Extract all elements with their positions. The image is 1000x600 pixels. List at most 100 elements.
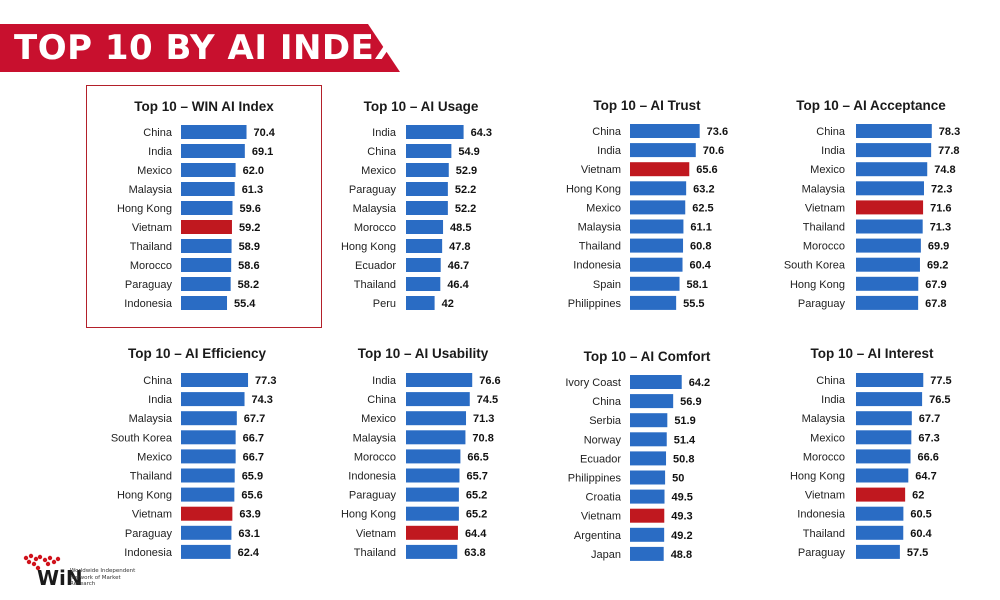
bar	[856, 487, 906, 502]
value-label: 59.2	[239, 222, 260, 234]
value-label: 58.9	[239, 241, 260, 253]
bar	[181, 525, 232, 540]
category-label: Morocco	[354, 451, 396, 463]
value-label: 67.7	[244, 413, 265, 425]
category-label: Indonesia	[124, 547, 173, 559]
value-label: 50	[672, 473, 684, 485]
value-label: 66.7	[243, 432, 264, 444]
bar	[406, 430, 466, 445]
value-label: 46.4	[447, 279, 469, 291]
category-label: Thailand	[354, 547, 396, 559]
bar	[856, 449, 911, 464]
bar	[181, 182, 235, 196]
chart-panel-3: Top 10 – AI Trust China 73.6 India 70.6 Vietn…	[566, 98, 728, 310]
category-label: Morocco	[803, 241, 845, 253]
world-map-icon	[23, 553, 61, 571]
value-label: 49.2	[671, 530, 692, 542]
bar	[406, 239, 443, 253]
category-label: South Korea	[784, 260, 846, 272]
category-label: Malaysia	[802, 183, 846, 195]
bar	[856, 373, 924, 387]
value-label: 64.3	[471, 127, 492, 139]
category-label: Paraguay	[349, 490, 397, 502]
category-label: Serbia	[589, 415, 622, 427]
bar	[406, 411, 467, 426]
value-label: 77.5	[930, 375, 951, 387]
bar	[856, 276, 919, 291]
bar	[630, 181, 687, 196]
value-label: 56.9	[680, 396, 701, 408]
value-label: 52.2	[455, 203, 476, 215]
bar	[630, 470, 666, 485]
category-label: Malaysia	[129, 413, 173, 425]
category-label: Hong Kong	[117, 203, 172, 215]
value-label: 65.6	[241, 490, 262, 502]
bar	[181, 506, 233, 521]
category-label: Mexico	[137, 451, 172, 463]
value-label: 71.3	[473, 413, 494, 425]
category-label: Vietnam	[132, 509, 172, 521]
category-label: Malaysia	[129, 184, 173, 196]
bar	[856, 295, 919, 310]
category-label: Thailand	[354, 279, 396, 291]
value-label: 49.3	[671, 511, 692, 523]
category-label: Vietnam	[581, 164, 621, 176]
value-label: 65.2	[466, 509, 487, 521]
category-label: Indonesia	[124, 298, 173, 310]
category-label: Malaysia	[353, 432, 397, 444]
bar	[406, 125, 464, 139]
value-label: 47.8	[449, 241, 470, 253]
bar	[181, 201, 233, 215]
value-label: 73.6	[707, 126, 728, 138]
bar	[856, 525, 904, 540]
category-label: Mexico	[586, 202, 621, 214]
value-label: 49.5	[672, 492, 693, 504]
value-label: 76.5	[929, 394, 950, 406]
bar	[406, 449, 461, 464]
category-label: Hong Kong	[341, 241, 396, 253]
bar	[406, 220, 444, 234]
value-label: 78.3	[939, 126, 960, 138]
bar	[406, 525, 458, 540]
value-label: 58.1	[687, 279, 708, 291]
bar	[406, 182, 448, 196]
value-label: 65.2	[466, 490, 487, 502]
bar	[856, 219, 923, 234]
bar	[181, 468, 235, 483]
value-label: 65.9	[242, 471, 263, 483]
value-label: 60.5	[910, 509, 931, 521]
value-label: 42	[442, 298, 454, 310]
chart-panel-7: Top 10 – AI Comfort Ivory Coast 64.2 China 5…	[565, 349, 711, 561]
bar	[856, 392, 923, 407]
category-label: Croatia	[586, 492, 622, 504]
category-label: Spain	[593, 279, 621, 291]
value-label: 63.2	[693, 183, 714, 195]
bar	[856, 124, 932, 138]
bar	[856, 143, 932, 158]
value-label: 51.9	[674, 415, 695, 427]
bar	[181, 373, 249, 387]
category-label: China	[816, 375, 846, 387]
value-label: 74.3	[252, 394, 273, 406]
bar	[630, 432, 667, 447]
category-label: South Korea	[111, 432, 173, 444]
bar	[630, 527, 665, 542]
bar	[856, 544, 900, 559]
bar	[181, 487, 235, 502]
category-label: Vietnam	[805, 490, 845, 502]
chart-title: Top 10 – AI Trust	[593, 98, 701, 113]
category-label: Vietnam	[132, 222, 172, 234]
value-label: 70.8	[472, 432, 493, 444]
value-label: 72.3	[931, 183, 952, 195]
category-label: Malaysia	[802, 413, 846, 425]
bar	[181, 239, 232, 253]
bar	[630, 375, 682, 389]
chart-title: Top 10 – AI Interest	[810, 346, 934, 361]
value-label: 52.9	[456, 165, 477, 177]
bar	[856, 162, 928, 177]
bar	[406, 277, 441, 291]
bar	[630, 257, 683, 272]
category-label: Hong Kong	[790, 471, 845, 483]
bar	[406, 468, 460, 483]
category-label: India	[821, 145, 846, 157]
